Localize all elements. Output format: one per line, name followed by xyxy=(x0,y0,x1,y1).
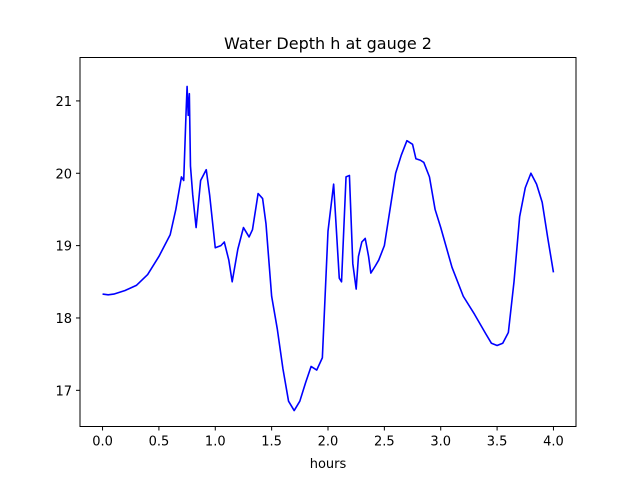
y-tick-label: 18 xyxy=(55,312,72,327)
x-tick-label: 3.0 xyxy=(430,435,451,450)
y-tick-label: 19 xyxy=(55,240,72,255)
x-tick-label: 0.5 xyxy=(149,435,170,450)
x-tick-label: 4.0 xyxy=(543,435,564,450)
x-tick-label: 1.5 xyxy=(261,435,282,450)
chart-title: Water Depth h at gauge 2 xyxy=(224,34,432,53)
x-axis-ticks: 0.0 0.5 1.0 1.5 2.0 2.5 3.0 3.5 4.0 xyxy=(92,426,564,450)
y-tick-label: 20 xyxy=(55,167,72,182)
y-axis-ticks: 17 18 19 20 21 xyxy=(55,95,80,399)
series-line-0 xyxy=(102,85,555,412)
x-tick-label: 1.0 xyxy=(205,435,226,450)
axes-frame xyxy=(79,57,577,427)
plot-area xyxy=(102,85,555,412)
x-tick-label: 3.5 xyxy=(487,435,508,450)
y-tick-label: 21 xyxy=(55,95,72,110)
x-axis-label: hours xyxy=(310,457,347,472)
x-tick-label: 2.5 xyxy=(374,435,395,450)
x-tick-label: 0.0 xyxy=(92,435,113,450)
x-tick-label: 2.0 xyxy=(318,435,339,450)
y-tick-label: 17 xyxy=(55,384,72,399)
